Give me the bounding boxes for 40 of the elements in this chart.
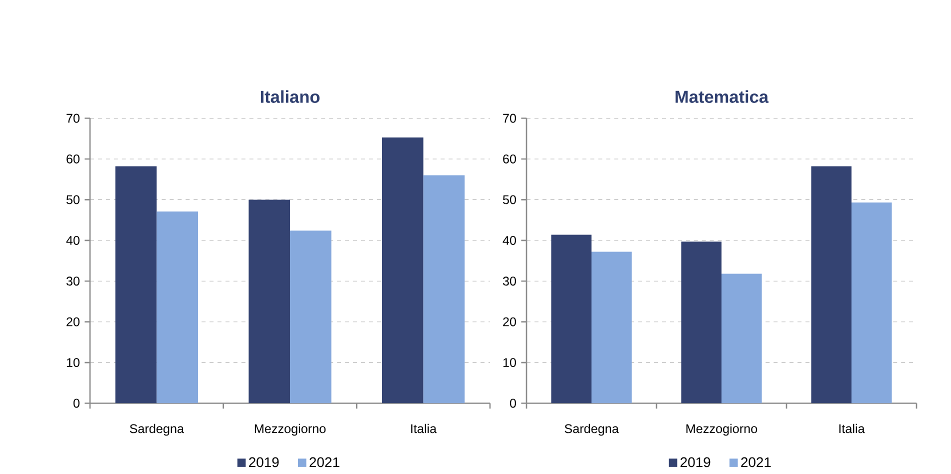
- chart-title: Matematica: [676, 90, 769, 103]
- bar: [681, 241, 722, 404]
- bar: [811, 166, 852, 404]
- y-tick-label: 70: [503, 114, 516, 123]
- legend-label: 2019: [249, 457, 279, 468]
- y-tick-label: 40: [66, 236, 80, 245]
- y-tick-label: 60: [503, 154, 516, 164]
- bar: [382, 137, 424, 404]
- bar: [423, 175, 465, 404]
- y-tick-label: 50: [502, 195, 516, 204]
- bar: [115, 166, 157, 404]
- bar: [156, 211, 198, 404]
- y-tick-label: 20: [503, 317, 516, 326]
- y-tick-label: 20: [66, 317, 80, 326]
- x-tick-label: Sardegna: [564, 424, 619, 436]
- y-tick-label: 10: [503, 358, 516, 367]
- y-tick-label: 70: [66, 114, 80, 123]
- bar: [592, 252, 632, 404]
- bar: [722, 274, 762, 404]
- bar: [551, 234, 592, 404]
- y-tick-label: 30: [66, 276, 80, 286]
- bar: [290, 230, 332, 404]
- y-tick-label: 30: [502, 276, 516, 286]
- y-tick-label: 10: [66, 358, 80, 367]
- y-tick-label: 60: [66, 154, 80, 164]
- y-tick-label: 40: [502, 236, 516, 245]
- y-tick-label: 50: [66, 195, 80, 204]
- legend-label: 2021: [741, 457, 771, 468]
- x-tick-label: Italia: [411, 424, 437, 434]
- bar: [248, 200, 290, 404]
- x-tick-label: Italia: [839, 424, 865, 434]
- y-tick-label: 0: [510, 398, 516, 408]
- bar: [852, 202, 892, 404]
- legend-label: 2021: [310, 457, 340, 468]
- y-tick-label: 0: [73, 398, 80, 408]
- x-tick-label: Mezzogiorno: [686, 424, 758, 436]
- x-tick-label: Mezzogiorno: [254, 424, 326, 436]
- legend-label: 2019: [680, 457, 710, 468]
- chart-title: Italiano: [260, 90, 320, 103]
- x-tick-label: Sardegna: [130, 424, 184, 436]
